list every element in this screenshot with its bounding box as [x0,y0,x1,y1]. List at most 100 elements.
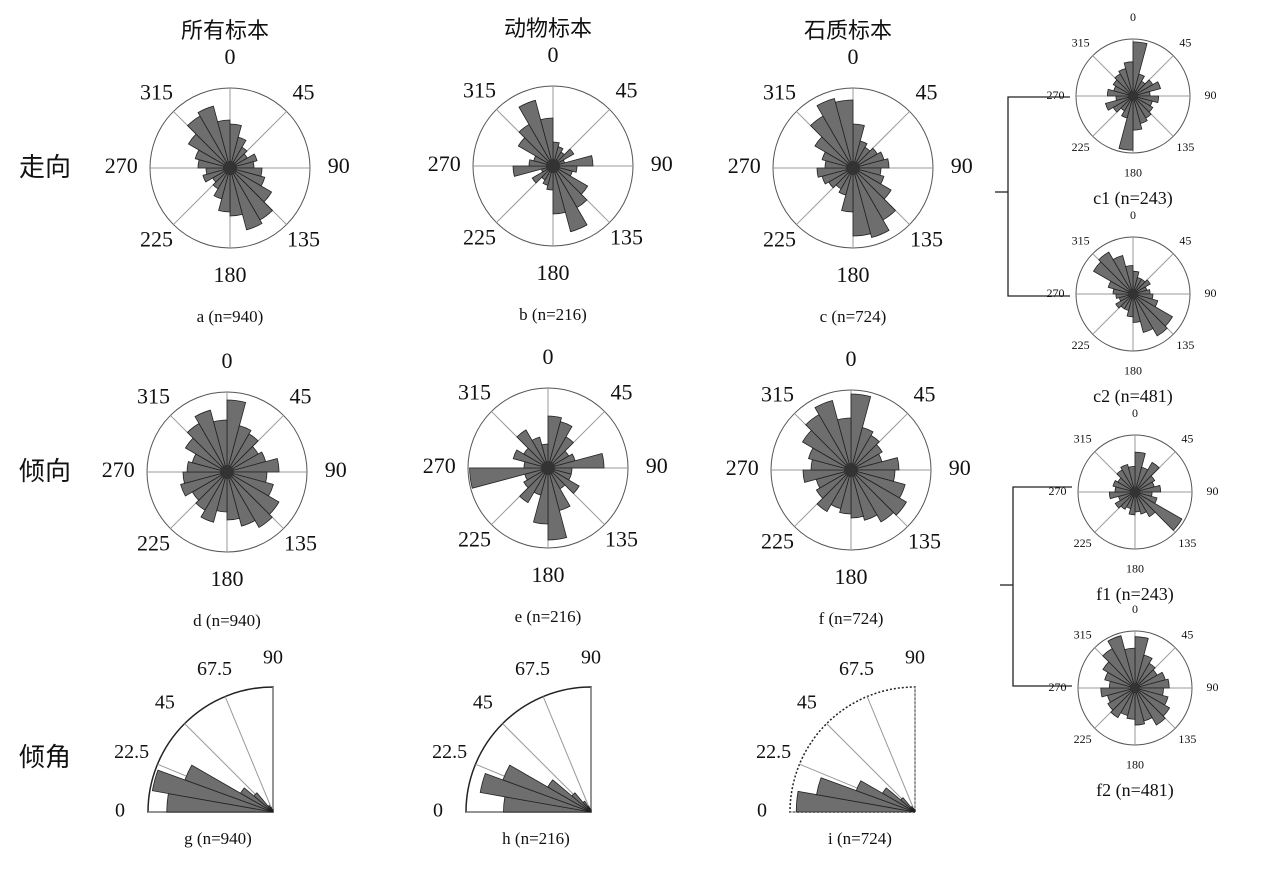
rose-bar [197,105,231,169]
spoke [224,696,274,813]
rose-bar [469,467,549,489]
angle-tick-label: 180 [211,566,244,591]
angle-tick-label: 135 [1176,338,1194,352]
rose-bar [547,421,573,469]
angle-tick-label: 135 [910,227,943,252]
angle-tick-label: 315 [761,382,794,407]
angle-tick-label: 90 [949,455,971,480]
rose-bar [850,434,880,471]
quadrant-outline [789,686,916,813]
angle-tick-label: 90 [951,153,973,178]
rose-bar [1134,461,1160,493]
angle-tick-label: 225 [1072,338,1090,352]
rose-bar [523,467,549,489]
angle-tick-label: 225 [137,531,170,556]
rose-bar [1134,662,1156,689]
rose-bar [547,467,580,495]
angle-tick-label: 22.5 [432,741,467,763]
angle-tick-label: 180 [1124,363,1142,377]
rose-bar [1104,95,1134,111]
angle-tick-label: 225 [761,529,794,554]
center-dot [1130,487,1140,497]
angle-tick-label: 225 [1072,140,1090,154]
caption: i (n=724) [828,829,892,848]
rose-bar [1114,491,1136,509]
rose-bar [226,433,259,473]
rose-bar [512,165,554,177]
center-dot [220,465,234,479]
row-label: 倾角 [19,743,71,772]
rose-bar [802,469,852,483]
angle-tick-label: 0 [543,344,554,369]
rose-bar [815,469,852,499]
angle-tick-label: 135 [1178,536,1196,550]
angle-tick-label: 180 [214,262,247,287]
row-label: 倾向 [19,457,71,486]
angle-tick-label: 135 [284,531,317,556]
angle-tick-label: 225 [140,227,173,252]
rose-bar [195,471,228,511]
angle-tick-label: 90 [263,647,283,669]
angle-tick-label: 22.5 [756,741,791,763]
angle-tick-label: 45 [293,80,315,105]
rose-bar [1132,293,1168,337]
angle-tick-label: 180 [537,260,570,285]
rose-bar [479,773,592,813]
rose-bar [552,165,588,233]
rose-bar [816,97,854,169]
angle-tick-label: 90 [325,457,347,482]
rose-bar [239,787,274,813]
angle-tick-label: 90 [328,153,350,178]
angle-tick-label: 45 [1181,627,1193,641]
rose-bar [852,167,890,239]
angle-tick-label: 270 [728,153,761,178]
center-dot [1130,683,1140,693]
center-dot [1128,289,1138,299]
angle-tick-label: 0 [225,44,236,69]
caption: e (n=216) [515,607,582,626]
column-title: 石质标本 [804,18,892,43]
angle-tick-label: 90 [1205,88,1217,102]
angle-tick-label: 270 [102,457,135,482]
rose-bar [1134,687,1146,726]
rose-bar [200,471,228,523]
angle-tick-label: 225 [1074,732,1092,746]
angle-tick-label: 67.5 [197,658,232,680]
angle-tick-label: 0 [433,800,443,822]
angle-tick-label: 45 [797,691,817,713]
angle-tick-label: 270 [1048,680,1066,694]
angle-tick-label: 67.5 [515,658,550,680]
angle-tick-label: 0 [115,800,125,822]
rose-bar [226,425,252,473]
rose-bar [852,158,890,169]
angle-tick-label: 45 [473,691,493,713]
rose-bar [850,443,883,471]
center-dot [846,161,860,175]
rose-bar [850,469,894,523]
angle-tick-label: 315 [1074,431,1092,445]
angle-tick-label: 90 [651,151,673,176]
center-dot [546,159,560,173]
rose-bar [1132,279,1151,295]
column-title: 动物标本 [504,16,592,41]
caption: c (n=724) [820,307,887,326]
rose-bar [1110,687,1136,719]
angle-tick-label: 90 [646,453,668,478]
angle-tick-label: 90 [905,647,925,669]
rose-bar [213,419,228,473]
angle-tick-label: 270 [105,153,138,178]
rose-bar [1132,293,1154,334]
rose-bar [900,797,916,813]
angle-tick-label: 0 [1130,208,1136,222]
rose-bar [1134,678,1170,689]
rose-bar [881,787,916,813]
rose-bar [1134,687,1166,726]
angle-tick-label: 315 [140,80,173,105]
row-label: 走向 [19,153,71,182]
rose-bar [540,117,554,167]
rose-bar [202,167,231,183]
angle-tick-label: 45 [1181,431,1193,445]
angle-tick-label: 45 [155,691,175,713]
rose-bar [184,764,274,813]
